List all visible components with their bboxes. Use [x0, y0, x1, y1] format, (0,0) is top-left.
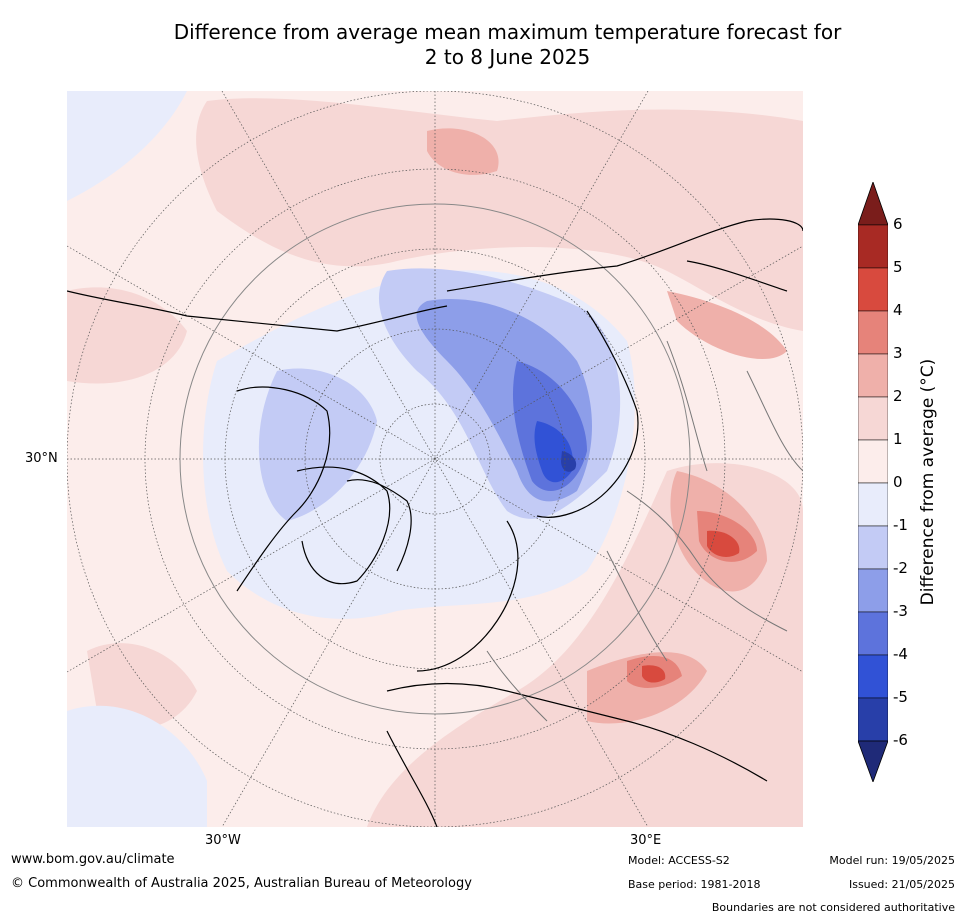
colorbar-tick-m6: -6 [893, 731, 908, 749]
colorbar-band-m1-0 [857, 482, 889, 527]
country-borders [486, 340, 803, 722]
lat-label-30n: 30°N [25, 451, 58, 466]
colorbar-svg [857, 180, 889, 784]
map-svg [67, 91, 803, 827]
warm-hotspot-caspian [642, 665, 666, 683]
footer-issued: Issued: 21/05/2025 [848, 878, 955, 891]
cool-region-northwest [67, 91, 187, 201]
warm-region-north-pacific [196, 98, 803, 331]
colorbar-band-4-5 [857, 267, 889, 312]
cool-region-southwest [67, 705, 207, 827]
footer-base-period: Base period: 1981-2018 [628, 878, 761, 891]
colorbar-band-5-6 [857, 224, 889, 269]
colorbar-tick-4: 4 [893, 301, 903, 319]
colorbar-label: Difference from average (°C) [918, 358, 938, 606]
colorbar-tick-m1: -1 [893, 516, 908, 534]
colorbar-tick-2: 2 [893, 387, 903, 405]
colorbar-band-2-3 [857, 353, 889, 398]
colorbar [857, 180, 889, 784]
colorbar-band-m4-m3 [857, 611, 889, 656]
colorbar-extend-bottom [857, 740, 889, 784]
colorbar-extend-top [857, 180, 889, 226]
graticule [67, 91, 803, 827]
warm-hotspot-central-asia [707, 530, 740, 557]
colorbar-tick-m5: -5 [893, 688, 908, 706]
latitude-circle-30n [179, 203, 691, 715]
footer-disclaimer: Boundaries are not considered authoritat… [711, 901, 955, 914]
footer-copyright: © Commonwealth of Australia 2025, Austra… [11, 876, 472, 891]
colorbar-tick-6: 6 [893, 215, 903, 233]
colorbar-band-m6-m5 [857, 697, 889, 742]
colorbar-tick-m2: -2 [893, 559, 908, 577]
warm-region-west [67, 287, 187, 384]
colorbar-tick-3: 3 [893, 344, 903, 362]
map-title: Difference from average mean maximum tem… [0, 20, 965, 70]
warm-patch-east [667, 291, 787, 360]
colorbar-tick-1: 1 [893, 430, 903, 448]
footer-model-run: Model run: 19/05/2025 [829, 854, 955, 867]
colorbar-band-m3-m2 [857, 568, 889, 613]
cool-region-canada-outer [258, 368, 377, 521]
footer-model: Model: ACCESS-S2 [628, 854, 730, 867]
title-line-1: Difference from average mean maximum tem… [173, 20, 842, 44]
footer-url: www.bom.gov.au/climate [11, 852, 175, 867]
forecast-map [67, 91, 803, 827]
colorbar-tick-m3: -3 [893, 602, 908, 620]
warm-patch-north [427, 128, 499, 175]
colorbar-tick-5: 5 [893, 258, 903, 276]
colorbar-band-0-1 [857, 439, 889, 484]
lon-label-30e: 30°E [630, 833, 662, 848]
colorbar-tick-m4: -4 [893, 645, 908, 663]
colorbar-tick-0: 0 [893, 473, 903, 491]
colorbar-band-m5-m4 [857, 654, 889, 699]
lon-label-30w: 30°W [205, 833, 241, 848]
colorbar-band-m2-m1 [857, 525, 889, 570]
coastlines [67, 218, 803, 827]
colorbar-band-1-2 [857, 396, 889, 441]
title-line-2: 2 to 8 June 2025 [424, 45, 591, 69]
colorbar-band-3-4 [857, 310, 889, 355]
